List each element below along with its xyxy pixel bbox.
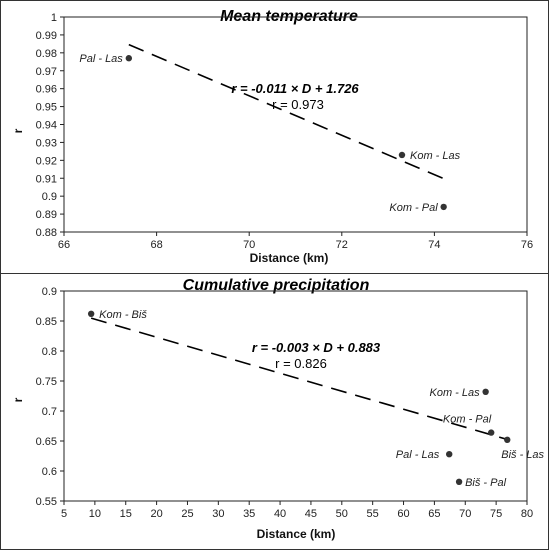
y-tick-label: 0.9 bbox=[42, 191, 57, 203]
data-point bbox=[446, 451, 453, 458]
y-tick-label: 0.88 bbox=[36, 227, 57, 239]
x-tick-label: 15 bbox=[120, 508, 132, 520]
data-point bbox=[87, 310, 95, 317]
x-tick-label: 70 bbox=[243, 239, 255, 251]
y-tick-label: 0.95 bbox=[36, 102, 57, 114]
x-tick-label: 60 bbox=[397, 508, 409, 520]
trendline-equation: r = -0.003 × D + 0.883 bbox=[252, 340, 381, 355]
y-axis-label: r bbox=[11, 128, 25, 133]
trendline-equation: r = -0.011 × D + 1.726 bbox=[231, 81, 359, 96]
y-tick-label: 0.89 bbox=[36, 209, 57, 221]
y-tick-label: 0.55 bbox=[36, 496, 57, 508]
x-tick-label: 76 bbox=[521, 239, 533, 251]
y-tick-label: 0.94 bbox=[36, 120, 57, 132]
point-label: Pal - Las bbox=[79, 53, 123, 65]
y-tick-label: 0.8 bbox=[42, 346, 57, 358]
data-point bbox=[440, 203, 447, 211]
trendline bbox=[90, 317, 508, 441]
data-point bbox=[482, 388, 489, 395]
x-tick-label: 20 bbox=[150, 508, 162, 520]
trendline-r-value: r = 0.826 bbox=[275, 356, 327, 371]
point-label: Pal - Las bbox=[396, 449, 440, 461]
x-tick-label: 35 bbox=[243, 508, 255, 520]
x-tick-label: 25 bbox=[181, 508, 193, 520]
y-tick-label: 0.93 bbox=[36, 137, 57, 149]
x-tick-label: 50 bbox=[336, 508, 348, 520]
x-tick-label: 55 bbox=[367, 508, 379, 520]
point-label: Biš - Las bbox=[501, 449, 544, 461]
y-tick-label: 0.96 bbox=[36, 84, 57, 96]
point-label: Kom - Biš bbox=[99, 309, 147, 321]
y-tick-label: 0.85 bbox=[36, 316, 57, 328]
y-tick-label: 0.97 bbox=[36, 66, 57, 78]
x-tick-label: 80 bbox=[521, 508, 533, 520]
point-label: Kom - Las bbox=[410, 150, 461, 162]
x-tick-label: 74 bbox=[428, 239, 440, 251]
point-label: Kom - Las bbox=[429, 387, 480, 399]
x-axis-label: Distance (km) bbox=[250, 251, 329, 265]
point-label: Biš - Pal bbox=[465, 477, 507, 489]
point-label: Kom - Pal bbox=[389, 202, 438, 214]
y-axis-label: r bbox=[11, 397, 25, 402]
x-tick-label: 70 bbox=[459, 508, 471, 520]
chart-title: Cumulative precipitation bbox=[183, 277, 370, 294]
data-point bbox=[487, 429, 495, 436]
x-tick-label: 10 bbox=[89, 508, 101, 520]
x-tick-label: 45 bbox=[305, 508, 317, 520]
y-tick-label: 0.9 bbox=[42, 286, 57, 298]
x-tick-label: 68 bbox=[150, 239, 162, 251]
data-point bbox=[398, 151, 406, 159]
x-tick-label: 72 bbox=[336, 239, 348, 251]
y-tick-label: 0.99 bbox=[36, 30, 57, 42]
plot-frame bbox=[63, 290, 528, 502]
x-tick-label: 66 bbox=[58, 239, 70, 251]
y-tick-label: 0.92 bbox=[36, 155, 57, 167]
trendline bbox=[128, 43, 444, 180]
y-tick-label: 0.75 bbox=[36, 376, 57, 388]
x-tick-label: 30 bbox=[212, 508, 224, 520]
data-point bbox=[504, 436, 511, 443]
x-tick-label: 40 bbox=[274, 508, 286, 520]
plot-frame bbox=[63, 16, 528, 233]
x-axis-label: Distance (km) bbox=[257, 527, 336, 541]
y-tick-label: 0.65 bbox=[36, 436, 57, 448]
y-tick-label: 0.7 bbox=[42, 406, 57, 418]
trendline-r-value: r = 0.973 bbox=[272, 97, 324, 112]
x-tick-label: 75 bbox=[490, 508, 502, 520]
x-tick-label: 5 bbox=[61, 508, 67, 520]
panel-cumulative-precipitation: Cumulative precipitation Distance (km) r… bbox=[11, 277, 545, 541]
data-point bbox=[125, 55, 133, 62]
y-tick-label: 0.91 bbox=[36, 173, 57, 185]
panel-mean-temperature: Mean temperature Distance (km) r r = -0.… bbox=[11, 8, 533, 265]
data-point bbox=[455, 478, 463, 485]
x-tick-label: 65 bbox=[428, 508, 440, 520]
point-label: Kom - Pal bbox=[443, 414, 492, 426]
y-tick-label: 0.6 bbox=[42, 466, 57, 478]
y-tick-label: 0.98 bbox=[36, 48, 57, 60]
y-tick-label: 1 bbox=[51, 12, 57, 24]
